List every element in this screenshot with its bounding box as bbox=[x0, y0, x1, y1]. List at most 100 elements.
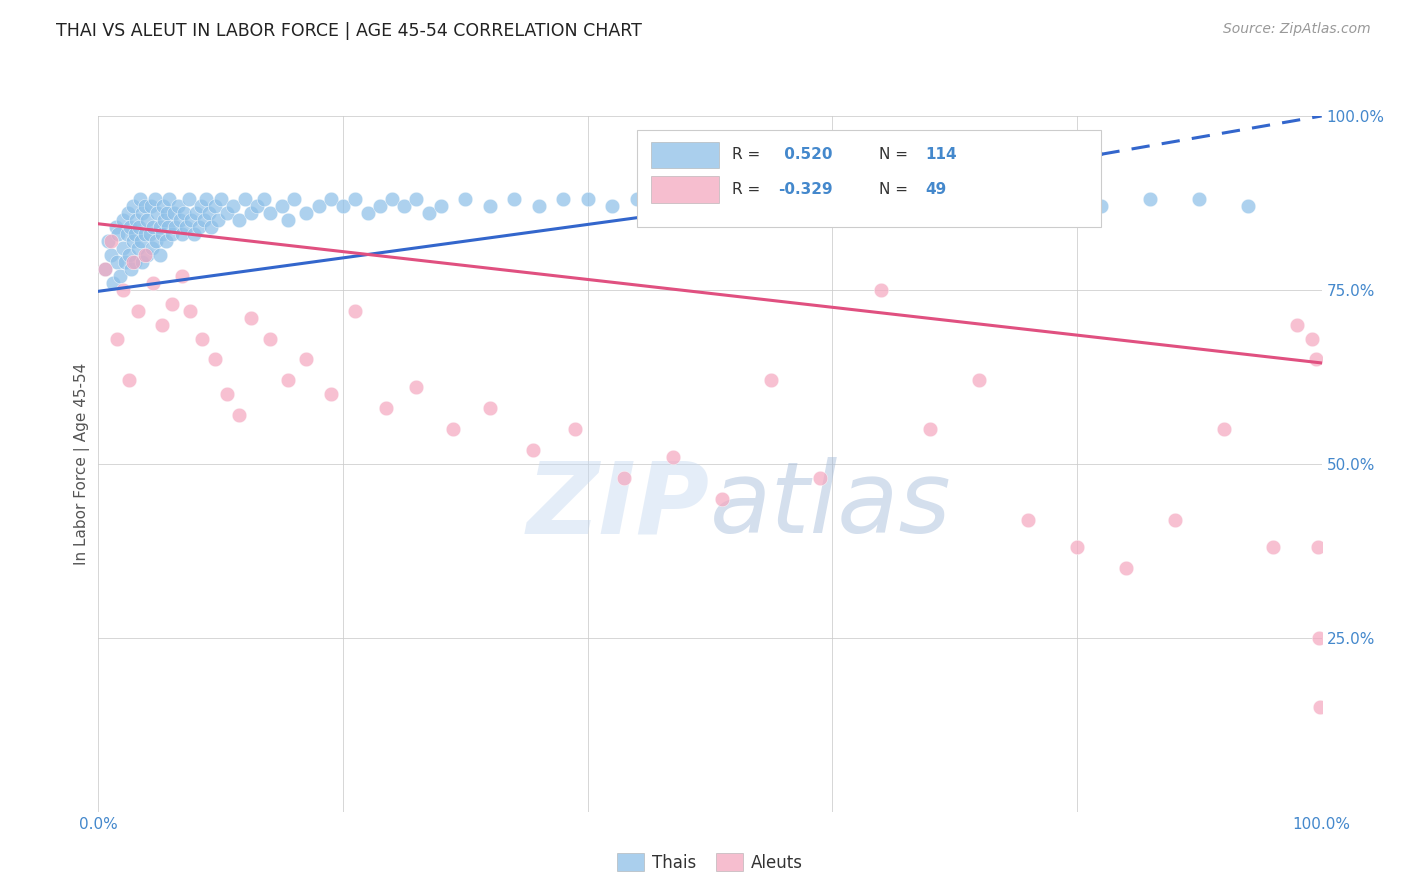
Point bbox=[100, 248, 122, 262]
Point bbox=[600, 199, 623, 213]
Point bbox=[204, 352, 226, 367]
Point bbox=[127, 303, 149, 318]
Point bbox=[160, 227, 183, 242]
Point bbox=[152, 199, 174, 213]
Point bbox=[418, 206, 440, 220]
Point bbox=[1301, 332, 1323, 346]
Point bbox=[121, 255, 143, 269]
Point bbox=[124, 255, 146, 269]
Point bbox=[522, 442, 544, 457]
Point bbox=[1261, 541, 1284, 555]
FancyBboxPatch shape bbox=[651, 177, 718, 203]
Point bbox=[120, 220, 142, 235]
Point bbox=[405, 380, 427, 394]
Point bbox=[131, 206, 153, 220]
Point bbox=[143, 193, 166, 207]
Point bbox=[967, 373, 990, 387]
Point bbox=[186, 206, 208, 220]
Point bbox=[139, 227, 162, 242]
Point bbox=[93, 262, 115, 277]
Point bbox=[564, 422, 586, 436]
Point bbox=[259, 206, 281, 220]
Text: N =: N = bbox=[879, 181, 912, 196]
Point bbox=[503, 193, 526, 207]
Point bbox=[170, 227, 193, 242]
Point bbox=[129, 193, 152, 207]
Point bbox=[650, 199, 672, 213]
Point bbox=[97, 234, 120, 248]
Text: -0.329: -0.329 bbox=[779, 181, 834, 196]
Point bbox=[1090, 199, 1112, 213]
Point bbox=[155, 234, 177, 248]
Point bbox=[1042, 193, 1064, 207]
Point bbox=[277, 373, 299, 387]
Point bbox=[808, 471, 831, 485]
Point bbox=[118, 373, 141, 387]
Point bbox=[723, 199, 745, 213]
Point bbox=[125, 213, 148, 227]
FancyBboxPatch shape bbox=[637, 130, 1101, 227]
Point bbox=[146, 206, 169, 220]
Point bbox=[118, 248, 141, 262]
Point bbox=[252, 193, 274, 207]
Point bbox=[149, 248, 172, 262]
Point bbox=[870, 283, 893, 297]
Point bbox=[215, 387, 238, 401]
Point bbox=[163, 206, 186, 220]
Point bbox=[191, 332, 214, 346]
Point bbox=[180, 213, 202, 227]
Point bbox=[153, 213, 176, 227]
Point bbox=[1308, 631, 1330, 645]
Point bbox=[111, 283, 134, 297]
Point bbox=[176, 220, 198, 235]
Point bbox=[207, 213, 229, 227]
Point bbox=[124, 227, 146, 242]
Point bbox=[121, 234, 143, 248]
Point bbox=[107, 227, 129, 242]
Point bbox=[662, 450, 685, 464]
Point bbox=[1237, 199, 1260, 213]
Point bbox=[134, 248, 156, 262]
Point bbox=[228, 408, 250, 422]
Point bbox=[134, 227, 156, 242]
Point bbox=[170, 268, 193, 283]
Point bbox=[142, 220, 165, 235]
Point bbox=[240, 310, 263, 325]
Point bbox=[699, 193, 721, 207]
Text: ZIP: ZIP bbox=[527, 457, 710, 554]
Point bbox=[319, 193, 342, 207]
Point bbox=[332, 199, 354, 213]
Point bbox=[105, 255, 128, 269]
Point bbox=[165, 220, 187, 235]
Point bbox=[246, 199, 269, 213]
Point bbox=[105, 332, 128, 346]
Point bbox=[295, 352, 318, 367]
Point bbox=[344, 303, 367, 318]
Point bbox=[204, 199, 226, 213]
Point bbox=[613, 471, 636, 485]
Point bbox=[157, 193, 180, 207]
Text: THAI VS ALEUT IN LABOR FORCE | AGE 45-54 CORRELATION CHART: THAI VS ALEUT IN LABOR FORCE | AGE 45-54… bbox=[56, 22, 643, 40]
Point bbox=[177, 193, 200, 207]
Point bbox=[149, 220, 172, 235]
Point bbox=[139, 199, 162, 213]
Text: N =: N = bbox=[879, 146, 912, 161]
Point bbox=[381, 193, 404, 207]
Point bbox=[169, 213, 191, 227]
Text: 0.520: 0.520 bbox=[779, 146, 832, 161]
Point bbox=[259, 332, 281, 346]
Point bbox=[110, 268, 132, 283]
Point bbox=[142, 276, 165, 290]
Point bbox=[136, 213, 159, 227]
Point bbox=[1139, 193, 1161, 207]
Point bbox=[233, 193, 256, 207]
Point bbox=[943, 199, 966, 213]
Point bbox=[1286, 318, 1309, 332]
Point bbox=[187, 220, 209, 235]
FancyBboxPatch shape bbox=[651, 142, 718, 169]
Point bbox=[270, 199, 294, 213]
Point bbox=[93, 262, 115, 277]
Point bbox=[1017, 512, 1039, 526]
Point bbox=[114, 255, 136, 269]
Point bbox=[150, 227, 173, 242]
